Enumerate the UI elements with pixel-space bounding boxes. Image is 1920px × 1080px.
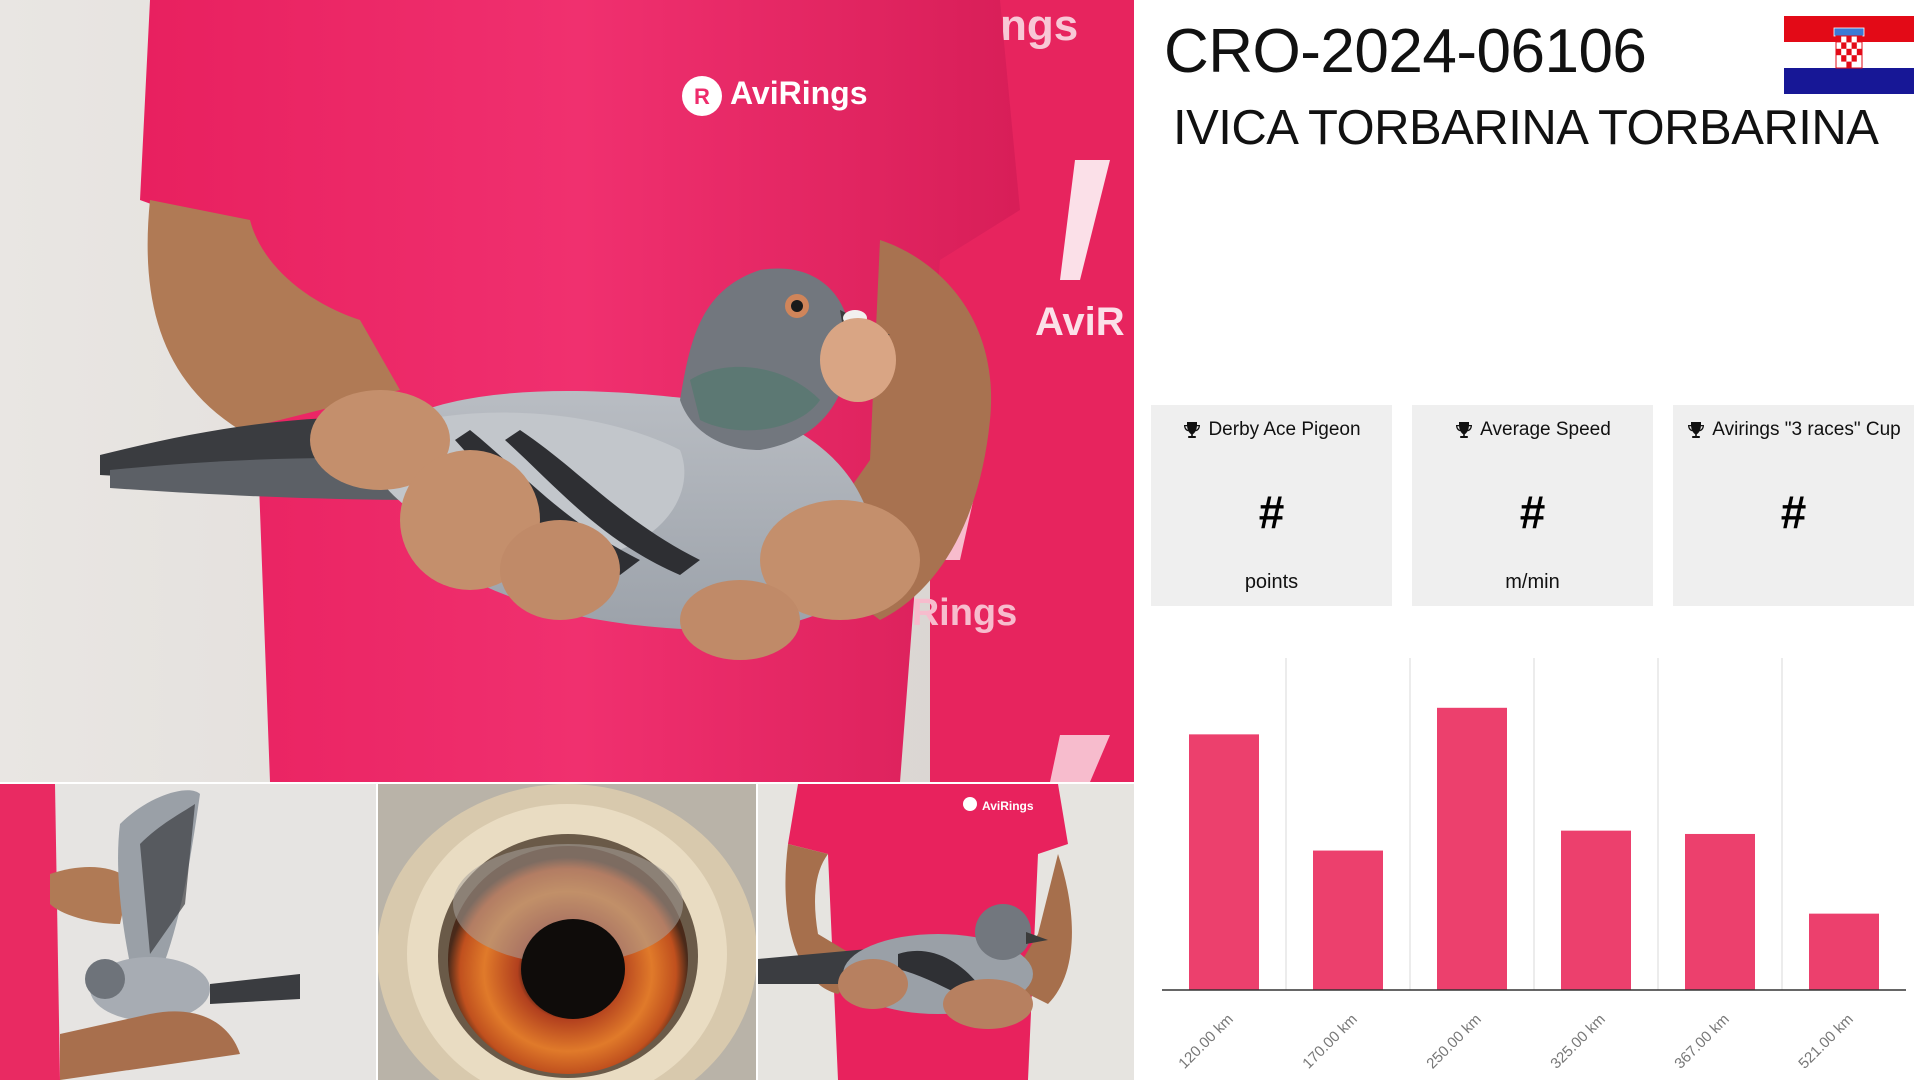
chart-x-tick-label: 170.00 km — [1299, 1011, 1361, 1073]
svg-text:AviRings: AviRings — [730, 75, 868, 111]
chart-x-tick-label: 325.00 km — [1547, 1011, 1609, 1073]
chart-bar — [1809, 913, 1879, 990]
svg-text:R: R — [694, 84, 710, 109]
chart-bar — [1561, 830, 1631, 990]
ring-id-title: CRO-2024-06106 — [1164, 17, 1647, 86]
svg-text:AviRings: AviRings — [982, 799, 1034, 813]
stat-unit: points — [1244, 571, 1299, 593]
chart-grid — [1285, 658, 1783, 990]
main-pigeon-photo: ngs AviR viRings R AviRings — [0, 0, 1134, 782]
chart-bar — [1189, 734, 1259, 990]
croatia-flag-icon — [1784, 16, 1914, 94]
svg-text:ngs: ngs — [1000, 1, 1078, 50]
chart-bar — [1685, 833, 1755, 990]
chart-bar — [1313, 850, 1383, 990]
handler-holding-photo: AviRings — [758, 784, 1134, 1080]
chart-bars — [1189, 707, 1879, 990]
chart-x-tick-label: 250.00 km — [1423, 1011, 1485, 1073]
stat-value: # — [1519, 486, 1546, 538]
owner-name: IVICA TORBARINA TORBARINA — [1173, 101, 1879, 155]
derby-ace-card: Derby Ace Pigeon # points — [1151, 405, 1392, 606]
chart-x-tick-label: 367.00 km — [1671, 1011, 1733, 1073]
average-speed-card: Average Speed # m/min — [1412, 405, 1653, 606]
stat-title: Average Speed — [1480, 419, 1611, 440]
chart-x-tick-label: 120.00 km — [1175, 1011, 1237, 1073]
stat-unit: m/min — [1505, 571, 1560, 593]
chart-x-tick-label: 521.00 km — [1795, 1011, 1857, 1073]
three-races-cup-card: Avirings "3 races" Cup # — [1673, 405, 1914, 606]
stat-title: Derby Ace Pigeon — [1208, 419, 1361, 440]
stat-value: # — [1258, 486, 1285, 538]
svg-text:AviR: AviR — [1035, 300, 1125, 344]
trophy-icon — [1456, 422, 1473, 438]
chart-bar — [1437, 707, 1507, 990]
wing-spread-photo — [0, 784, 376, 1080]
stat-value: # — [1780, 486, 1807, 538]
trophy-icon — [1184, 422, 1201, 438]
trophy-icon — [1688, 422, 1705, 438]
race-distance-bar-chart: 120.00 km 170.00 km 250.00 km 325.00 km 367.… — [1162, 658, 1906, 1073]
stat-title: Avirings "3 races" Cup — [1712, 419, 1901, 440]
eye-closeup-photo — [378, 784, 756, 1080]
chart-x-labels: 120.00 km 170.00 km 250.00 km 325.00 km 367.… — [1175, 1011, 1857, 1073]
